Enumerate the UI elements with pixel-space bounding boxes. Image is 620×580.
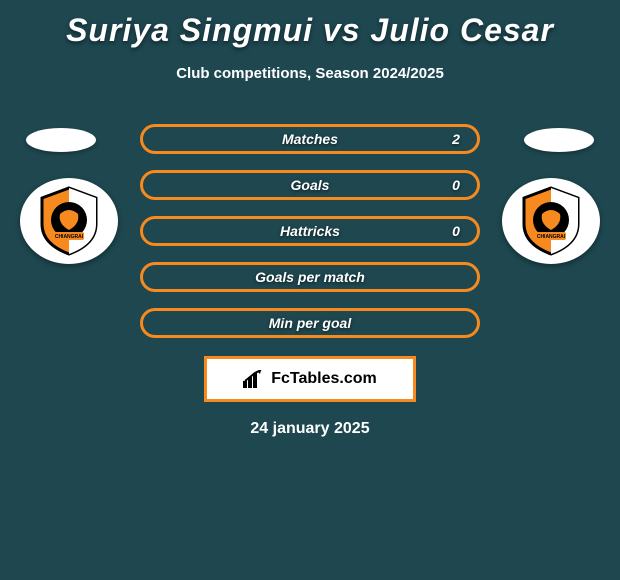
brand-text: FcTables.com	[271, 370, 377, 388]
shield-icon: CHIANGRAI	[514, 184, 588, 258]
date-text: 24 january 2025	[0, 420, 620, 438]
stat-right-value: 0	[449, 223, 463, 239]
subtitle: Club competitions, Season 2024/2025	[0, 65, 620, 82]
stat-right-value: 2	[449, 131, 463, 147]
stat-row-hattricks: Hattricks 0	[140, 216, 480, 246]
page-title: Suriya Singmui vs Julio Cesar	[0, 0, 620, 49]
stat-label: Goals per match	[157, 269, 463, 285]
stat-label: Matches	[171, 131, 449, 147]
stat-label: Goals	[171, 177, 449, 193]
chart-icon	[243, 370, 265, 388]
player-marker-right	[524, 128, 594, 152]
svg-text:CHIANGRAI: CHIANGRAI	[537, 234, 566, 240]
stat-row-min-per-goal: Min per goal	[140, 308, 480, 338]
stat-right-value: 0	[449, 177, 463, 193]
player-marker-left	[26, 128, 96, 152]
stat-row-goals: Goals 0	[140, 170, 480, 200]
brand-box: FcTables.com	[204, 356, 416, 402]
stat-row-matches: Matches 2	[140, 124, 480, 154]
stat-label: Min per goal	[157, 315, 463, 331]
svg-text:CHIANGRAI: CHIANGRAI	[55, 234, 84, 240]
stat-row-goals-per-match: Goals per match	[140, 262, 480, 292]
club-badge-left: CHIANGRAI	[20, 178, 118, 264]
stats-container: Matches 2 Goals 0 Hattricks 0 Goals per …	[140, 124, 480, 338]
shield-icon: CHIANGRAI	[32, 184, 106, 258]
club-badge-right: CHIANGRAI	[502, 178, 600, 264]
stat-label: Hattricks	[171, 223, 449, 239]
